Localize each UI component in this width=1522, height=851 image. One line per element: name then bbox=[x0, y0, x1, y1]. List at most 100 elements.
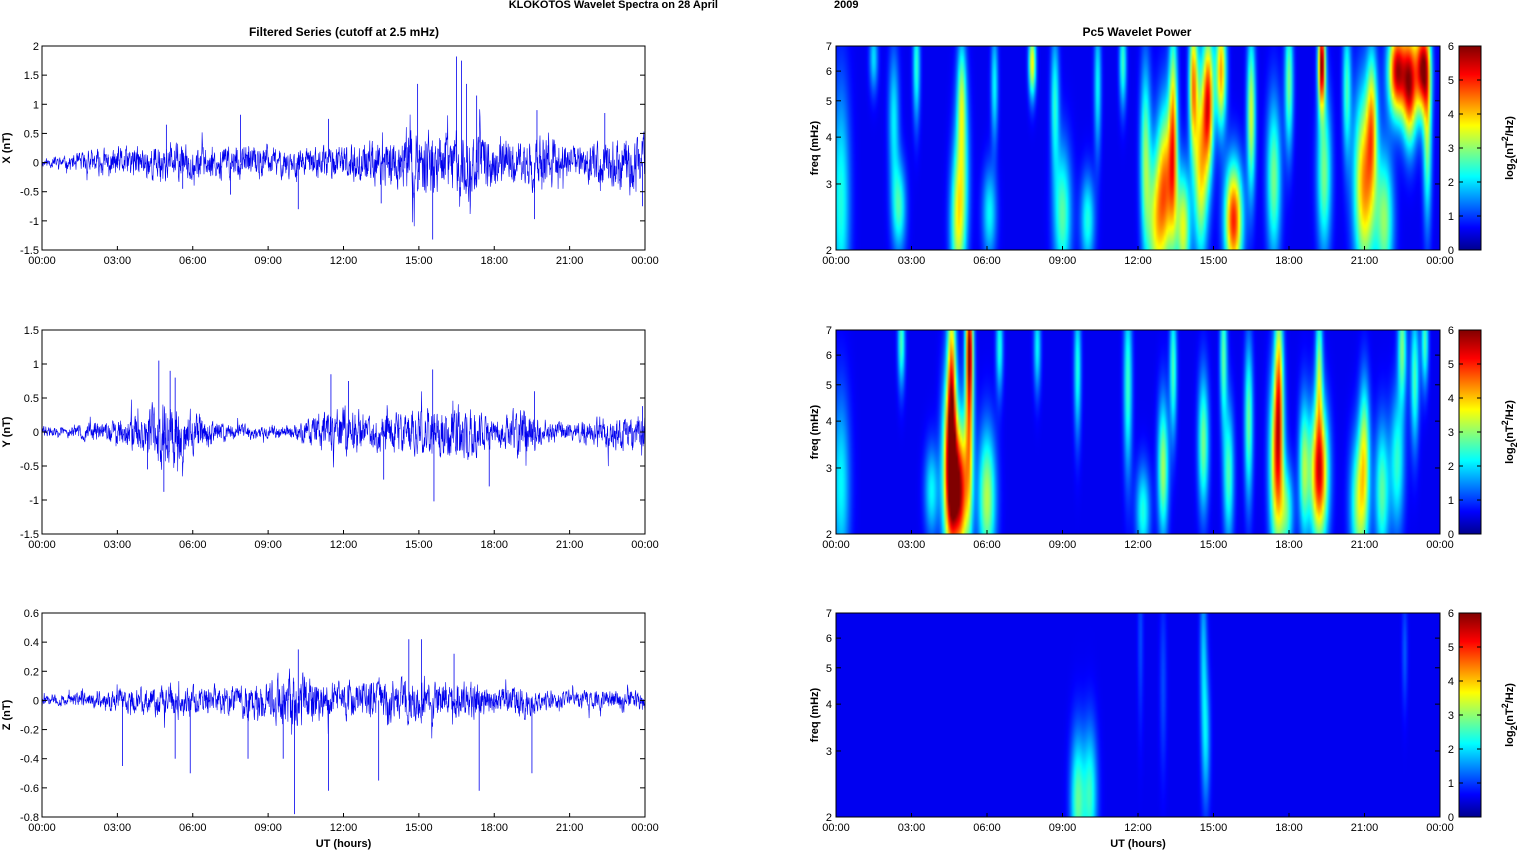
y-wavelet-colorbar-tick-label: 0 bbox=[1448, 529, 1454, 541]
x-wavelet-x-tick-label: 09:00 bbox=[1049, 255, 1077, 267]
y-wavelet-y-label: freq (mHz) bbox=[809, 404, 821, 459]
y-series-panel: -1.5 -1 -0.5 0 0.5 1 1.5 00:00 03:00 06:00 09:00 12… bbox=[1, 325, 659, 551]
z-wavelet-y-tick-label: 2 bbox=[826, 812, 832, 824]
x-series-y-tick-label: 0.5 bbox=[24, 128, 39, 140]
x-series-y-tick-label: 0 bbox=[33, 158, 39, 170]
y-wavelet-x-tick-label: 18:00 bbox=[1275, 539, 1303, 551]
y-series-y-tick-label: -1.5 bbox=[20, 529, 39, 541]
z-wavelet-x-tick-label: 18:00 bbox=[1275, 822, 1303, 834]
y-wavelet-panel: 2 3 4 5 6 7 00:00 03:00 06:00 09:00 12:00 15:00 18:0… bbox=[809, 325, 1519, 551]
z-wavelet-colorbar-tick-label: 5 bbox=[1448, 642, 1454, 654]
x-wavelet-x-tick-label: 00:00 bbox=[1426, 255, 1454, 267]
y-series-x-tick-label: 00:00 bbox=[631, 539, 659, 551]
y-series-x-tick-label: 03:00 bbox=[104, 539, 132, 551]
y-wavelet-colorbar-tick-label: 5 bbox=[1448, 359, 1454, 371]
z-series-x-label: UT (hours) bbox=[316, 838, 372, 850]
y-series-y-tick-label: 1 bbox=[33, 359, 39, 371]
y-wavelet-colorbar-tick-label: 6 bbox=[1448, 325, 1454, 337]
x-series-y-tick-label: 2 bbox=[33, 41, 39, 53]
z-series-trace bbox=[41, 668, 646, 739]
z-series-x-tick-label: 06:00 bbox=[179, 822, 207, 834]
z-wavelet-x-tick-label: 06:00 bbox=[973, 822, 1001, 834]
x-wavelet-panel: 2 3 4 5 6 7 00:00 03:00 06:00 09:00 12:00 15:00 18:0… bbox=[809, 41, 1519, 267]
y-wavelet-x-tick-label: 03:00 bbox=[898, 539, 926, 551]
z-series-y-tick-label: -0.6 bbox=[20, 783, 39, 795]
x-wavelet-y-tick-label: 5 bbox=[826, 96, 832, 108]
z-wavelet-x-label: UT (hours) bbox=[1110, 838, 1166, 850]
z-series-x-tick-label: 09:00 bbox=[254, 822, 282, 834]
z-series-x-tick-label: 21:00 bbox=[556, 822, 584, 834]
z-wavelet-colorbar-tick-label: 0 bbox=[1448, 812, 1454, 824]
right-column-title: Pc5 Wavelet Power bbox=[1083, 25, 1192, 39]
y-wavelet-colorbar-label: log2(nT2/Hz) bbox=[1500, 400, 1519, 464]
y-series-x-tick-label: 12:00 bbox=[330, 539, 358, 551]
z-series-y-tick-label: 0.2 bbox=[24, 666, 39, 678]
z-series-y-tick-label: 0.6 bbox=[24, 608, 39, 620]
y-wavelet-colorbar-tick-label: 4 bbox=[1448, 393, 1454, 405]
z-series-plot-area bbox=[42, 613, 645, 817]
z-series-y-tick-label: 0 bbox=[33, 695, 39, 707]
z-wavelet-x-tick-label: 15:00 bbox=[1200, 822, 1228, 834]
x-wavelet-colorbar-tick-label: 2 bbox=[1448, 177, 1454, 189]
x-series-x-tick-label: 18:00 bbox=[480, 255, 508, 267]
y-wavelet-heatmap bbox=[836, 330, 1440, 534]
x-wavelet-colorbar-tick-label: 1 bbox=[1448, 211, 1454, 223]
z-wavelet-y-tick-label: 5 bbox=[826, 663, 832, 675]
z-series-panel: -0.8 -0.6 -0.4 -0.2 0 0.2 0.4 0.6 00:00 03:00 06:0… bbox=[1, 608, 659, 850]
z-series-x-tick-label: 00:00 bbox=[28, 822, 56, 834]
x-wavelet-colorbar-tick-label: 4 bbox=[1448, 109, 1454, 121]
z-wavelet-heatmap bbox=[836, 613, 1440, 817]
x-wavelet-colorbar-tick-label: 6 bbox=[1448, 41, 1454, 53]
z-series-y-tick-label: 0.4 bbox=[24, 637, 39, 649]
y-wavelet-x-tick-label: 21:00 bbox=[1351, 539, 1379, 551]
x-wavelet-y-tick-label: 2 bbox=[826, 245, 832, 257]
x-series-y-tick-label: 1.5 bbox=[24, 70, 39, 82]
y-wavelet-x-tick-label: 06:00 bbox=[973, 539, 1001, 551]
z-series-x-tick-label: 03:00 bbox=[104, 822, 132, 834]
y-series-x-tick-label: 00:00 bbox=[28, 539, 56, 551]
y-series-x-tick-label: 21:00 bbox=[556, 539, 584, 551]
z-wavelet-colorbar-label: log2(nT2/Hz) bbox=[1500, 683, 1519, 747]
y-wavelet-x-tick-label: 15:00 bbox=[1200, 539, 1228, 551]
y-wavelet-y-tick-label: 2 bbox=[826, 529, 832, 541]
y-wavelet-colorbar-tick-label: 1 bbox=[1448, 495, 1454, 507]
y-series-y-tick-label: -0.5 bbox=[20, 461, 39, 473]
z-wavelet-colorbar-tick-label: 6 bbox=[1448, 608, 1454, 620]
x-wavelet-colorbar-tick-label: 0 bbox=[1448, 245, 1454, 257]
x-wavelet-y-label: freq (mHz) bbox=[809, 120, 821, 175]
x-series-x-tick-label: 12:00 bbox=[330, 255, 358, 267]
y-series-y-tick-label: 1.5 bbox=[24, 325, 39, 337]
x-series-x-tick-label: 21:00 bbox=[556, 255, 584, 267]
x-wavelet-y-tick-label: 3 bbox=[826, 179, 832, 191]
x-wavelet-y-tick-label: 6 bbox=[826, 66, 832, 78]
z-wavelet-x-tick-label: 00:00 bbox=[1426, 822, 1454, 834]
left-column-title: Filtered Series (cutoff at 2.5 mHz) bbox=[249, 25, 439, 39]
y-series-x-tick-label: 18:00 bbox=[480, 539, 508, 551]
y-series-trace bbox=[41, 391, 646, 477]
x-series-y-tick-label: -0.5 bbox=[20, 187, 39, 199]
z-wavelet-x-tick-label: 00:00 bbox=[822, 822, 850, 834]
z-wavelet-panel: 2 3 4 5 6 7 00:00 03:00 06:00 09:00 12:00 15:00 18:0… bbox=[809, 608, 1519, 850]
x-series-y-label: X (nT) bbox=[1, 132, 13, 163]
x-series-trace bbox=[41, 109, 646, 227]
z-wavelet-colorbar-tick-label: 1 bbox=[1448, 778, 1454, 790]
z-wavelet-y-tick-label: 3 bbox=[826, 746, 832, 758]
x-series-y-tick-label: -1 bbox=[29, 216, 39, 228]
z-wavelet-y-tick-label: 4 bbox=[826, 699, 832, 711]
y-wavelet-x-tick-label: 00:00 bbox=[822, 539, 850, 551]
y-wavelet-y-tick-label: 5 bbox=[826, 380, 832, 392]
figure-title: KLOKOTOS Wavelet Spectra on 28 April bbox=[509, 0, 718, 11]
x-wavelet-x-tick-label: 06:00 bbox=[973, 255, 1001, 267]
z-wavelet-y-tick-label: 7 bbox=[826, 608, 832, 620]
x-wavelet-heatmap bbox=[836, 46, 1440, 250]
x-wavelet-x-tick-label: 18:00 bbox=[1275, 255, 1303, 267]
x-series-x-tick-label: 06:00 bbox=[179, 255, 207, 267]
z-wavelet-x-tick-label: 09:00 bbox=[1049, 822, 1077, 834]
y-wavelet-x-tick-label: 12:00 bbox=[1124, 539, 1152, 551]
x-wavelet-x-tick-label: 00:00 bbox=[822, 255, 850, 267]
z-wavelet-colorbar-tick-label: 2 bbox=[1448, 744, 1454, 756]
y-wavelet-y-tick-label: 4 bbox=[826, 416, 832, 428]
x-wavelet-colorbar-label: log2(nT2/Hz) bbox=[1500, 116, 1519, 180]
x-series-x-tick-label: 03:00 bbox=[104, 255, 132, 267]
